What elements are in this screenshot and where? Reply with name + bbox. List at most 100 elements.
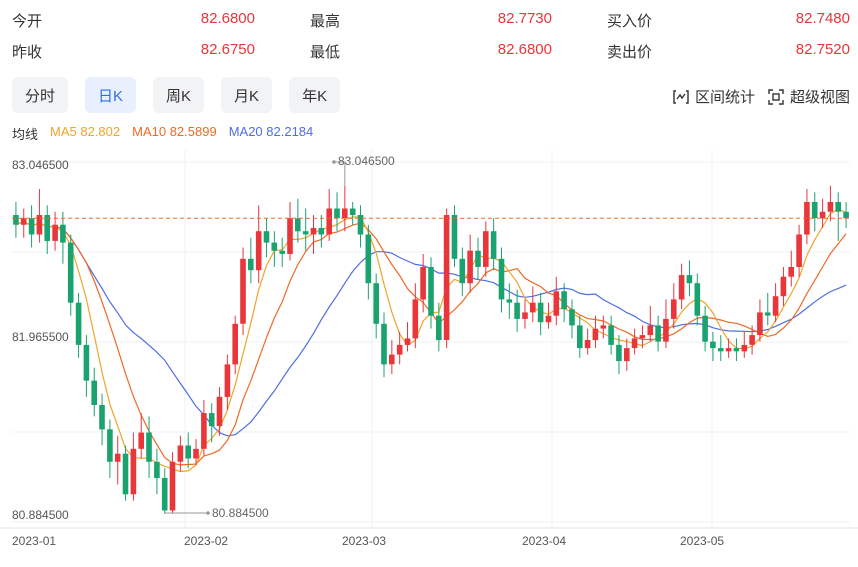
- open-value: 82.6800: [200, 10, 255, 27]
- candle-up: [631, 338, 638, 349]
- candle-up: [232, 323, 238, 365]
- candle-down: [608, 325, 614, 345]
- candle-down: [843, 211, 849, 219]
- range-stats-button[interactable]: 区间统计: [672, 86, 755, 107]
- candle-down: [764, 312, 771, 316]
- high-value: 82.7730: [497, 10, 552, 27]
- candle-up: [663, 318, 669, 342]
- candle-down: [475, 250, 481, 267]
- prev-close-value: 82.6750: [200, 41, 255, 58]
- tab-intraday[interactable]: 分时: [12, 77, 69, 113]
- candle-down: [514, 302, 520, 319]
- candle-up: [240, 258, 246, 324]
- candle-up: [796, 234, 802, 267]
- candle-up: [20, 218, 27, 225]
- candle-up: [177, 445, 184, 462]
- x-tick-label: 2023-03: [342, 534, 386, 548]
- candle-up: [553, 291, 560, 316]
- candle-down: [44, 215, 50, 241]
- candle-up: [483, 231, 489, 267]
- prev-close-label: 昨收: [12, 44, 43, 61]
- chart-overlay: [12, 160, 850, 515]
- candle-up: [530, 302, 536, 313]
- candle-up: [404, 338, 411, 345]
- chart-grid: [0, 150, 858, 529]
- candle-down: [91, 380, 97, 405]
- candle-down: [710, 341, 716, 349]
- candle-up: [592, 328, 599, 341]
- bid-value: 82.7480: [795, 10, 850, 27]
- candle-down: [694, 283, 701, 316]
- tab-daily[interactable]: 日K: [85, 77, 137, 113]
- tab-weekly[interactable]: 周K: [153, 77, 205, 113]
- max-annotation-leader: [334, 161, 346, 186]
- range-stats-icon: [673, 89, 689, 104]
- candlesticks: [13, 185, 849, 514]
- candle-up: [420, 267, 426, 300]
- candle-up: [287, 218, 293, 254]
- candle-up: [671, 299, 677, 319]
- super-view-label: 超级视图: [789, 89, 850, 106]
- candle-down: [577, 325, 583, 349]
- candle-up: [545, 315, 552, 323]
- candle-up: [193, 448, 199, 459]
- candle-up: [788, 267, 794, 277]
- min-price-annotation: 80.884500: [212, 506, 269, 520]
- candle-down: [334, 208, 340, 219]
- candle-down: [365, 234, 372, 284]
- ma-legend-label: 均线: [12, 127, 39, 142]
- max-price-annotation: 83.046500: [338, 154, 395, 168]
- candle-down: [569, 309, 575, 326]
- x-tick-label: 2023-05: [680, 534, 724, 548]
- candle-down: [161, 478, 168, 511]
- bid-label: 买入价: [607, 13, 653, 30]
- kline-chart[interactable]: 83.046500 81.965500 80.884500 2023-01 20…: [0, 140, 858, 567]
- candle-up: [412, 299, 419, 339]
- candle-down: [498, 258, 505, 300]
- candle-up: [600, 325, 607, 329]
- candle-down: [451, 215, 458, 259]
- candle-down: [702, 315, 708, 342]
- chart-tools: 区间统计 超级视图: [672, 86, 850, 107]
- candle-up: [584, 340, 591, 349]
- candle-up: [224, 364, 231, 397]
- y-tick-label: 81.965500: [12, 330, 69, 344]
- super-view-button[interactable]: 超级视图: [767, 86, 850, 107]
- candle-down: [357, 215, 364, 235]
- low-value: 82.6800: [497, 41, 552, 58]
- candle-up: [114, 453, 121, 462]
- candle-up: [780, 276, 787, 297]
- max-annotation-dot: [332, 160, 336, 164]
- period-tabs: 分时 日K 周K 月K 年K: [12, 77, 341, 113]
- candle-up: [443, 215, 450, 340]
- candle-up: [624, 348, 630, 362]
- ask-value: 82.7520: [795, 41, 850, 58]
- x-tick-label: 2023-04: [522, 534, 566, 548]
- low-label: 最低: [310, 44, 341, 61]
- candle-up: [647, 325, 654, 336]
- min-annotation-dot: [206, 511, 210, 515]
- candle-up: [772, 296, 779, 316]
- tab-yearly[interactable]: 年K: [289, 77, 341, 113]
- min-annotation-leader: [164, 512, 208, 514]
- candle-up: [326, 208, 332, 235]
- candle-up: [725, 348, 732, 352]
- candle-down: [28, 218, 35, 235]
- candle-down: [271, 242, 278, 251]
- candle-up: [678, 275, 685, 300]
- candle-down: [60, 224, 66, 243]
- candle-down: [537, 302, 544, 323]
- open-label: 今开: [12, 13, 43, 30]
- candle-up: [396, 344, 403, 355]
- ask-label: 卖出价: [607, 44, 653, 61]
- candle-up: [467, 250, 473, 284]
- candle-down: [490, 231, 497, 259]
- candle-up: [310, 228, 317, 235]
- candle-up: [342, 208, 348, 219]
- candle-up: [749, 335, 755, 345]
- candle-up: [827, 202, 834, 212]
- y-tick-label: 83.046500: [12, 158, 69, 172]
- tab-monthly[interactable]: 月K: [221, 77, 273, 113]
- candle-down: [295, 218, 301, 232]
- candle-up: [522, 312, 528, 319]
